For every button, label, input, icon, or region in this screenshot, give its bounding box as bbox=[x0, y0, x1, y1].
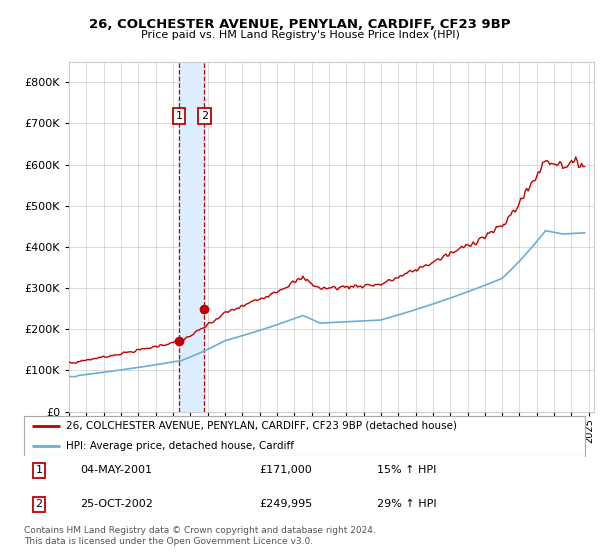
Text: £171,000: £171,000 bbox=[260, 465, 313, 475]
Bar bbox=[179, 62, 205, 412]
Text: 26, COLCHESTER AVENUE, PENYLAN, CARDIFF, CF23 9BP: 26, COLCHESTER AVENUE, PENYLAN, CARDIFF,… bbox=[89, 18, 511, 31]
Text: 15% ↑ HPI: 15% ↑ HPI bbox=[377, 465, 437, 475]
Text: 2: 2 bbox=[201, 111, 208, 121]
Text: 26, COLCHESTER AVENUE, PENYLAN, CARDIFF, CF23 9BP (detached house): 26, COLCHESTER AVENUE, PENYLAN, CARDIFF,… bbox=[66, 421, 457, 431]
Text: 1: 1 bbox=[35, 465, 43, 475]
Text: 1: 1 bbox=[176, 111, 182, 121]
Text: 04-MAY-2001: 04-MAY-2001 bbox=[80, 465, 152, 475]
Text: £249,995: £249,995 bbox=[260, 499, 313, 509]
Text: Contains HM Land Registry data © Crown copyright and database right 2024.
This d: Contains HM Land Registry data © Crown c… bbox=[24, 526, 376, 546]
Text: 25-OCT-2002: 25-OCT-2002 bbox=[80, 499, 153, 509]
Text: Price paid vs. HM Land Registry's House Price Index (HPI): Price paid vs. HM Land Registry's House … bbox=[140, 30, 460, 40]
Text: 29% ↑ HPI: 29% ↑ HPI bbox=[377, 499, 437, 509]
Text: 2: 2 bbox=[35, 499, 43, 509]
Text: HPI: Average price, detached house, Cardiff: HPI: Average price, detached house, Card… bbox=[66, 441, 294, 451]
